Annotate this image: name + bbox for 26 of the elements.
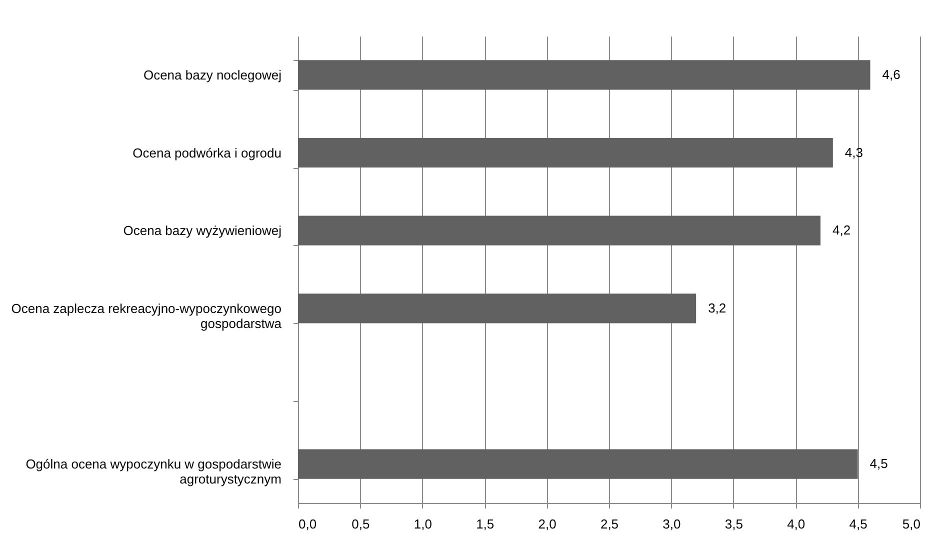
- y-tick-label: Ocena zaplecza rekreacyjno-wypoczynkowego gospodarstwa: [11, 300, 282, 331]
- y-tick-label: Ogólna ocena wypoczynku w gospodarstwie agroturystycznym: [26, 456, 282, 487]
- x-tick-label: 2,5: [600, 516, 619, 532]
- y-tick-label: Ocena bazy wyżywieniowej: [123, 223, 282, 238]
- x-tick-label: 1,5: [476, 516, 494, 532]
- x-tick-label: 1,0: [414, 516, 432, 532]
- y-tick-label: Ocena bazy noclegowej: [143, 67, 282, 82]
- x-tick-label: 0,0: [298, 516, 317, 532]
- x-tick-label: 3,5: [724, 516, 743, 532]
- bar: [298, 449, 858, 479]
- bar: [298, 294, 696, 324]
- x-tick-label: 4,0: [787, 516, 806, 532]
- x-tick-label: 5,0: [902, 516, 920, 532]
- data-label: 3,2: [708, 300, 726, 316]
- data-label: 4,6: [882, 66, 900, 82]
- data-label: 4,3: [844, 144, 863, 160]
- x-tick-label: 3,0: [662, 516, 681, 532]
- y-tick-label: Ocena podwórka i ogrodu: [132, 145, 282, 160]
- data-label: 4,2: [832, 222, 851, 238]
- bar: [298, 216, 820, 246]
- x-tick-label: 0,5: [352, 516, 370, 532]
- bar: [298, 138, 833, 168]
- data-label: 4,5: [870, 456, 888, 472]
- bar: [298, 60, 870, 90]
- x-tick-label: 4,5: [849, 516, 868, 532]
- x-tick-label: 2,0: [538, 516, 556, 532]
